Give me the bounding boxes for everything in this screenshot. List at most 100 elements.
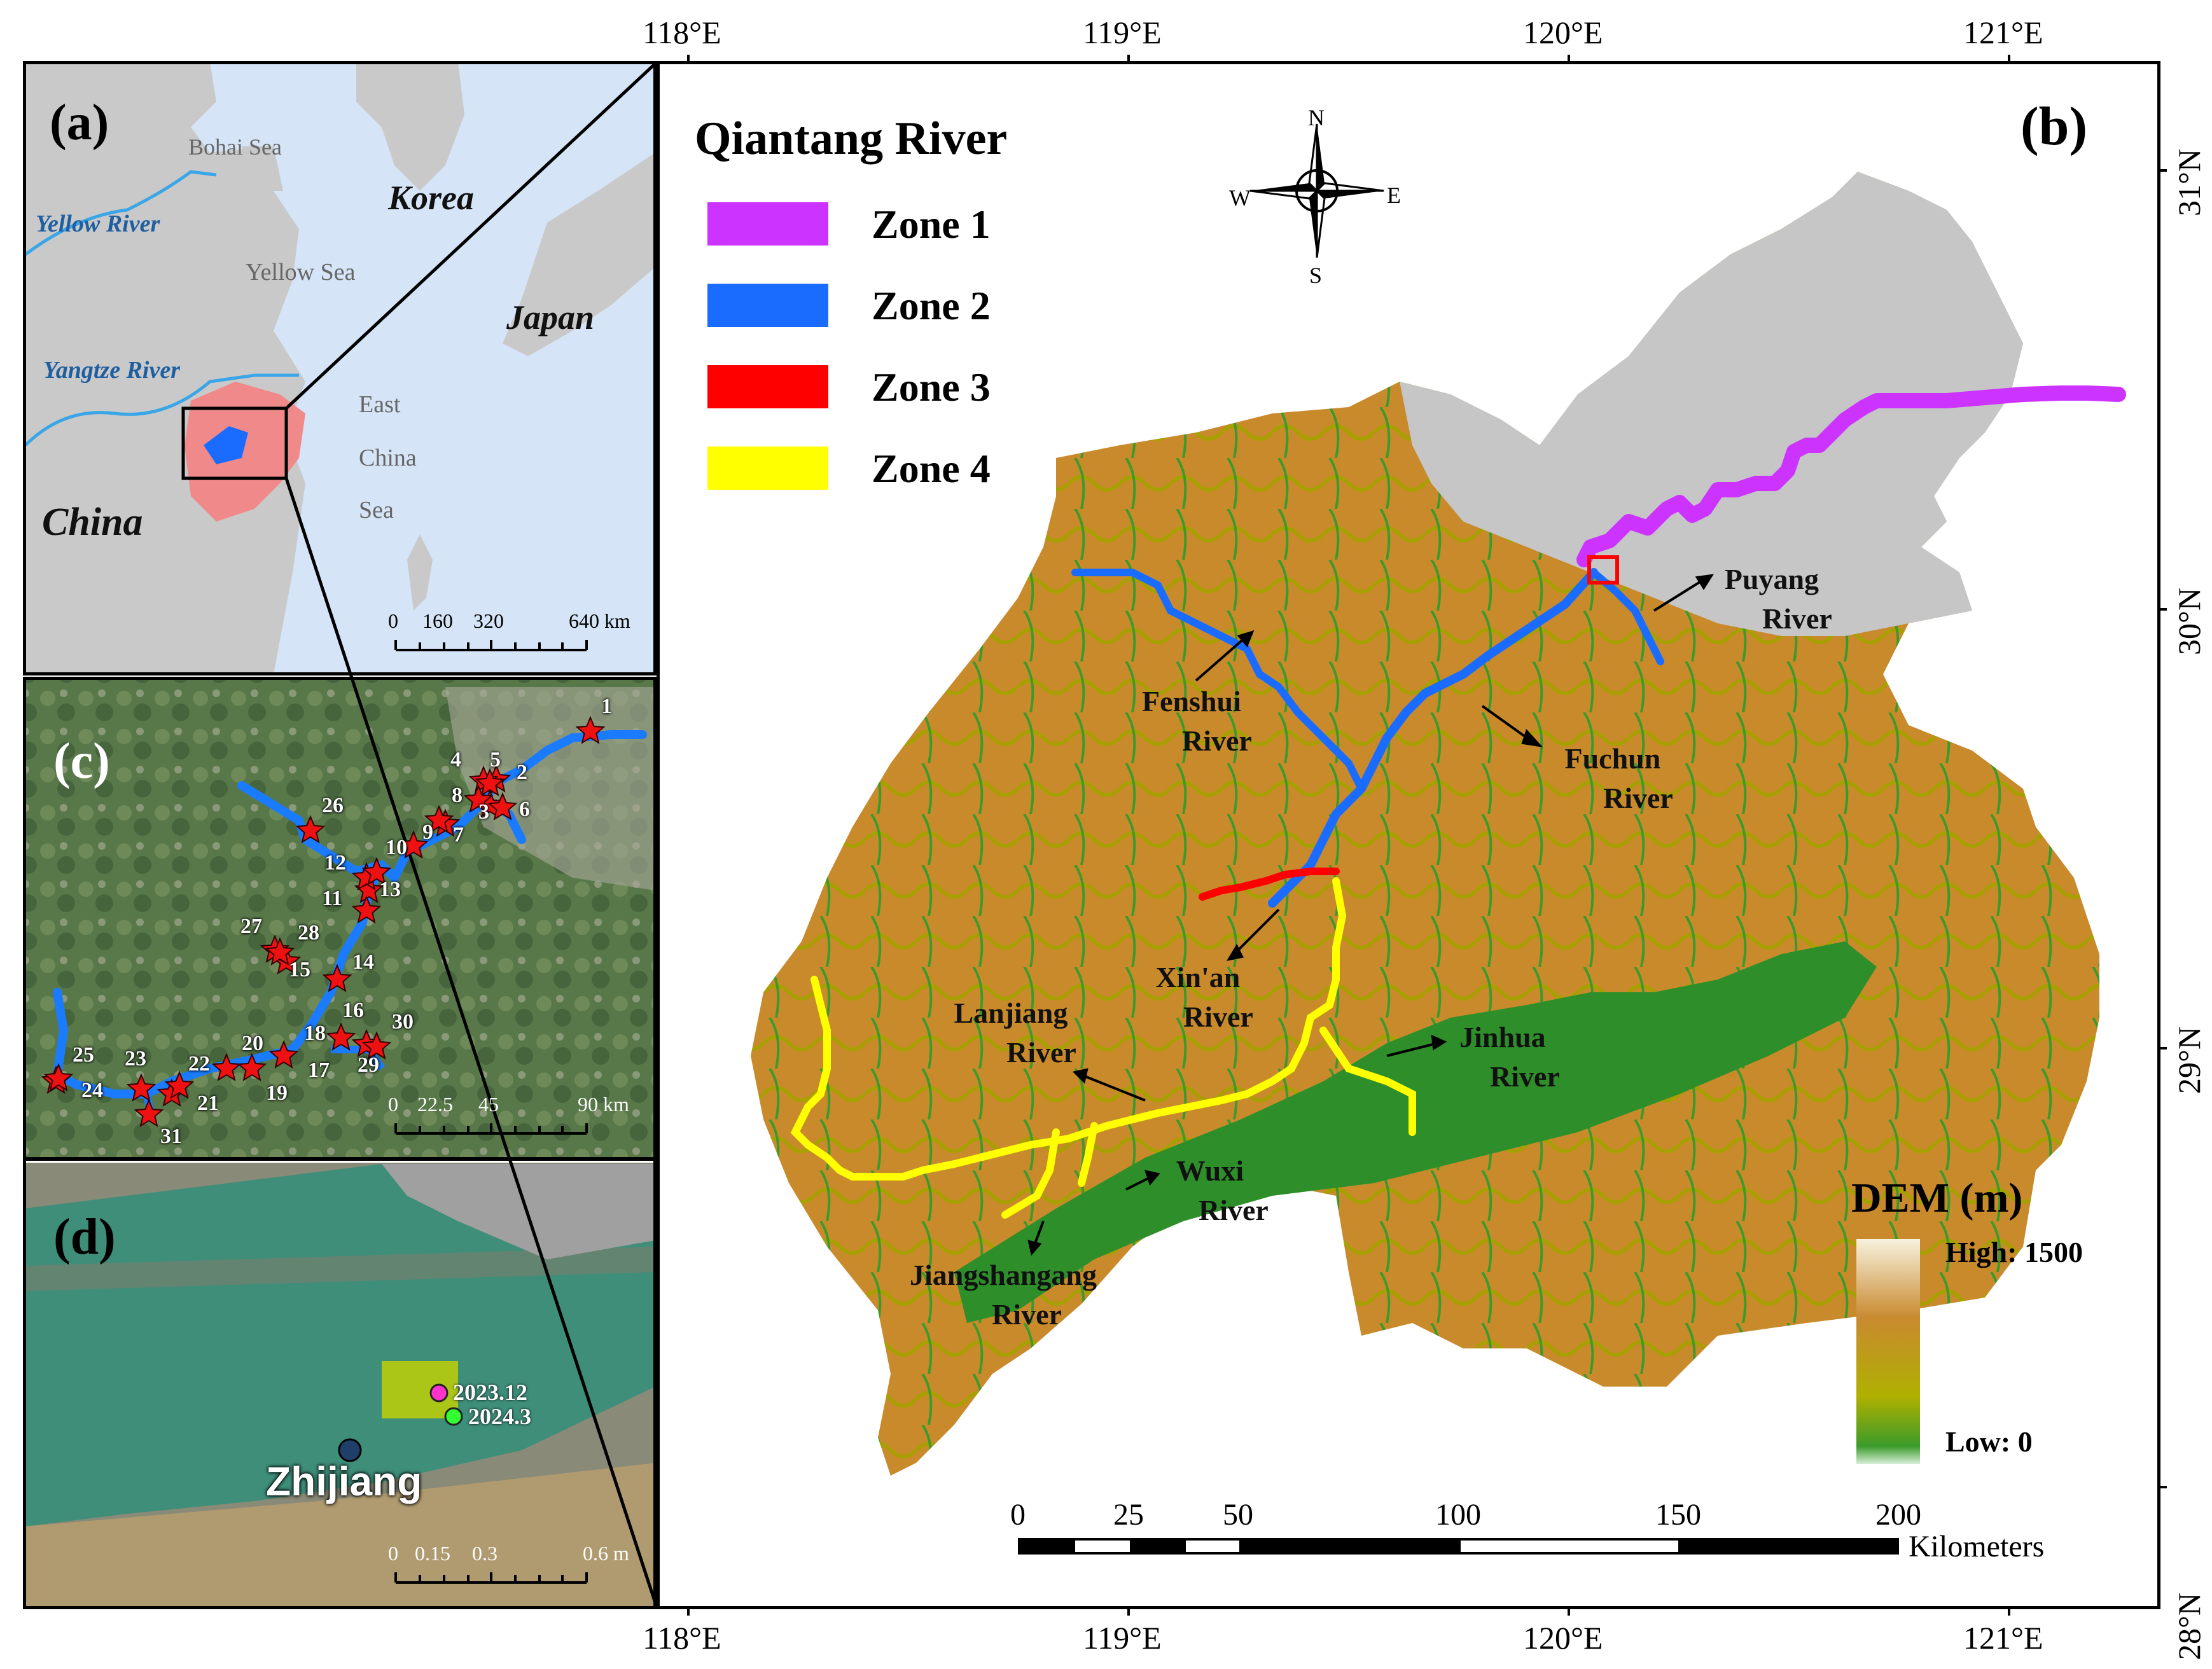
lon-top-118: 118°E — [643, 15, 721, 50]
site-25: 25 — [73, 1043, 94, 1067]
site-4: 4 — [450, 748, 461, 772]
site-star-13 — [361, 857, 392, 885]
scale-d-0-6: 0.6 m — [583, 1542, 629, 1565]
scale-c-22-5: 22.5 — [417, 1093, 453, 1116]
puyang-river-label: Puyang River — [1724, 563, 1832, 635]
dem-high-label: High: 1500 — [1945, 1236, 2083, 1268]
site-15: 15 — [289, 958, 310, 981]
scale-b-25: 25 — [1113, 1498, 1144, 1532]
site-24: 24 — [81, 1079, 103, 1102]
site-star-1 — [575, 716, 606, 744]
site-star-22 — [164, 1070, 195, 1099]
scale-b-50: 50 — [1223, 1498, 1253, 1532]
compass-e: E — [1387, 183, 1401, 208]
site-13: 13 — [379, 878, 401, 901]
zone4-lanjiang — [790, 877, 1347, 1181]
zone3-xinan — [1199, 868, 1340, 901]
scalebars-insets — [394, 640, 588, 1584]
legend-zone3-label: Zone 3 — [872, 364, 991, 410]
site-21: 21 — [197, 1091, 219, 1115]
compass-s: S — [1309, 263, 1323, 288]
site-7: 7 — [453, 823, 464, 847]
east-label: East — [359, 391, 401, 418]
scale-b-100: 100 — [1435, 1498, 1481, 1532]
dem-colorbar — [1856, 1239, 1920, 1464]
yellow-river-label: Yellow River — [36, 211, 160, 237]
scalebar-b — [1018, 1538, 1899, 1555]
yellow-river-line — [24, 170, 217, 256]
china-landmass — [24, 62, 305, 674]
site-30: 30 — [392, 1010, 414, 1034]
china-sea-label: China — [359, 445, 417, 471]
panel-c-frame — [23, 677, 657, 1160]
scale-a-0: 0 — [388, 609, 398, 632]
date-2023-12-label: 2023.12 — [453, 1380, 527, 1405]
korea-landmass — [356, 62, 464, 191]
site-23: 23 — [125, 1047, 146, 1070]
legend-zone2-label: Zone 2 — [872, 283, 991, 328]
scale-b-unit: Kilometers — [1909, 1530, 2045, 1563]
site-red-box — [1587, 555, 1619, 585]
panel-d-frame — [23, 1158, 657, 1609]
site-28: 28 — [298, 921, 319, 945]
site-star-17 — [268, 1040, 299, 1069]
site-9: 9 — [422, 821, 433, 844]
xinan-river-label: Xin'an River — [1155, 961, 1253, 1033]
lon-bottom-120: 120°E — [1523, 1620, 1603, 1656]
fuchun-river-label: Fuchun River — [1564, 742, 1673, 814]
scale-c-45: 45 — [478, 1093, 499, 1116]
lon-top-121: 121°E — [1963, 15, 2043, 50]
zhijiang-point — [338, 1438, 362, 1462]
scale-d-0-15: 0.15 — [415, 1542, 450, 1565]
site-star-8 — [463, 784, 494, 813]
site-star-10 — [398, 830, 429, 859]
zone2-fenshui — [1071, 569, 1365, 793]
zone4-jinhua — [1319, 1027, 1416, 1136]
site-star-20 — [211, 1053, 242, 1081]
site-star-14 — [351, 895, 382, 924]
site-5: 5 — [490, 748, 501, 772]
site-star-31 — [134, 1098, 164, 1127]
japan-landmass — [503, 153, 655, 356]
site-1: 1 — [601, 695, 612, 718]
lon-top-120: 120°E — [1523, 15, 1603, 50]
site-star-9 — [424, 805, 454, 833]
scale-a-640: 640 km — [569, 609, 630, 632]
scale-c-90: 90 km — [578, 1093, 629, 1116]
site-2: 2 — [517, 761, 527, 784]
lat-28: 28°N — [2171, 1592, 2207, 1660]
zone2-swatch — [707, 284, 828, 327]
site-star-18 — [326, 1022, 356, 1051]
wuxi-river-label: Wuxi River — [1176, 1154, 1269, 1226]
site-star-16 — [322, 964, 352, 992]
fenshui-river-label: Fenshui River — [1141, 685, 1252, 757]
sample-point-2024-3 — [444, 1407, 463, 1426]
lon-bottom-119: 119°E — [1083, 1620, 1162, 1656]
site-star-5 — [475, 768, 505, 796]
site-3: 3 — [478, 800, 489, 824]
site-26: 26 — [322, 794, 344, 817]
bohai-sea-label: Bohai Sea — [188, 134, 282, 160]
site-16: 16 — [342, 999, 364, 1022]
site-31: 31 — [160, 1125, 182, 1148]
legend-title: Qiantang River — [695, 113, 1008, 165]
sea-label: Sea — [359, 497, 394, 523]
zone4-jiangshan — [1001, 1128, 1060, 1219]
zone4-swatch — [707, 447, 828, 490]
scale-d-0: 0 — [388, 1542, 398, 1565]
site-22: 22 — [188, 1052, 210, 1076]
site-star-19 — [237, 1053, 267, 1081]
site-star-6 — [487, 792, 518, 821]
zone2-puyang — [1590, 569, 1664, 665]
site-12: 12 — [324, 851, 346, 875]
site-27: 27 — [240, 915, 262, 938]
site-star-23 — [126, 1073, 157, 1102]
date-2024-3-label: 2024.3 — [468, 1404, 531, 1429]
site-19: 19 — [266, 1081, 288, 1105]
plain-area — [1400, 172, 2023, 636]
compass-n: N — [1308, 105, 1325, 130]
yangtze-river-line — [24, 373, 299, 447]
scale-b-0: 0 — [1010, 1498, 1026, 1532]
taiwan-landmass — [407, 534, 433, 611]
